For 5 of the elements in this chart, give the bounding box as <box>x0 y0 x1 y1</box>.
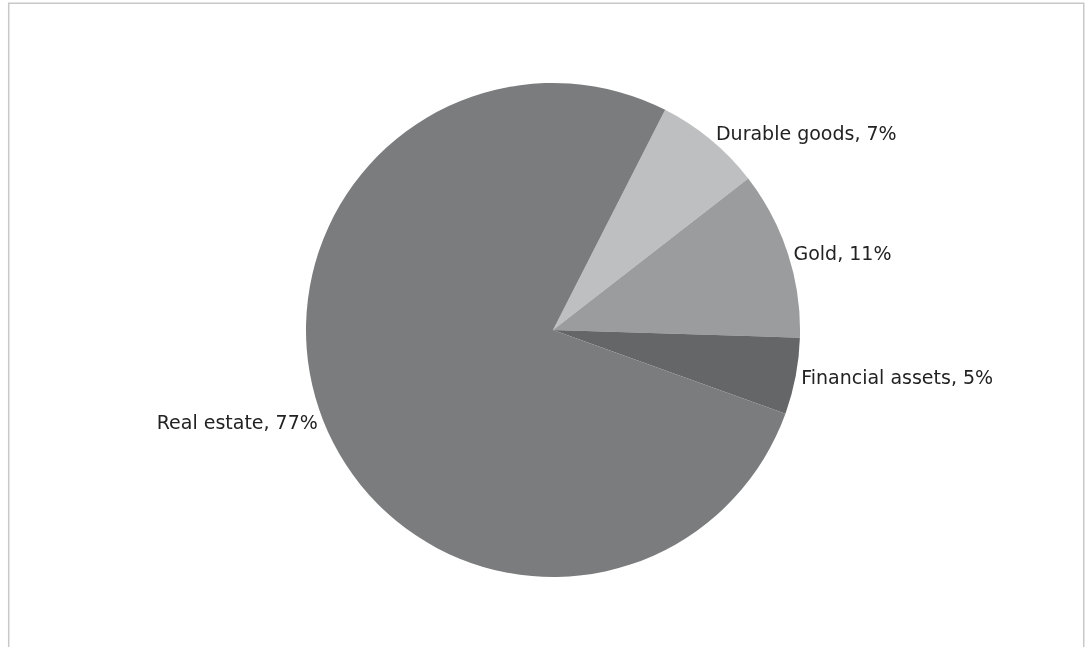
pie-slice <box>553 329 800 414</box>
slice-label: Financial assets, 5% <box>801 365 994 388</box>
slice-label: Real estate, 77% <box>156 411 318 434</box>
slice-label: Gold, 11% <box>793 241 892 264</box>
slice-label: Durable goods, 7% <box>715 122 897 145</box>
